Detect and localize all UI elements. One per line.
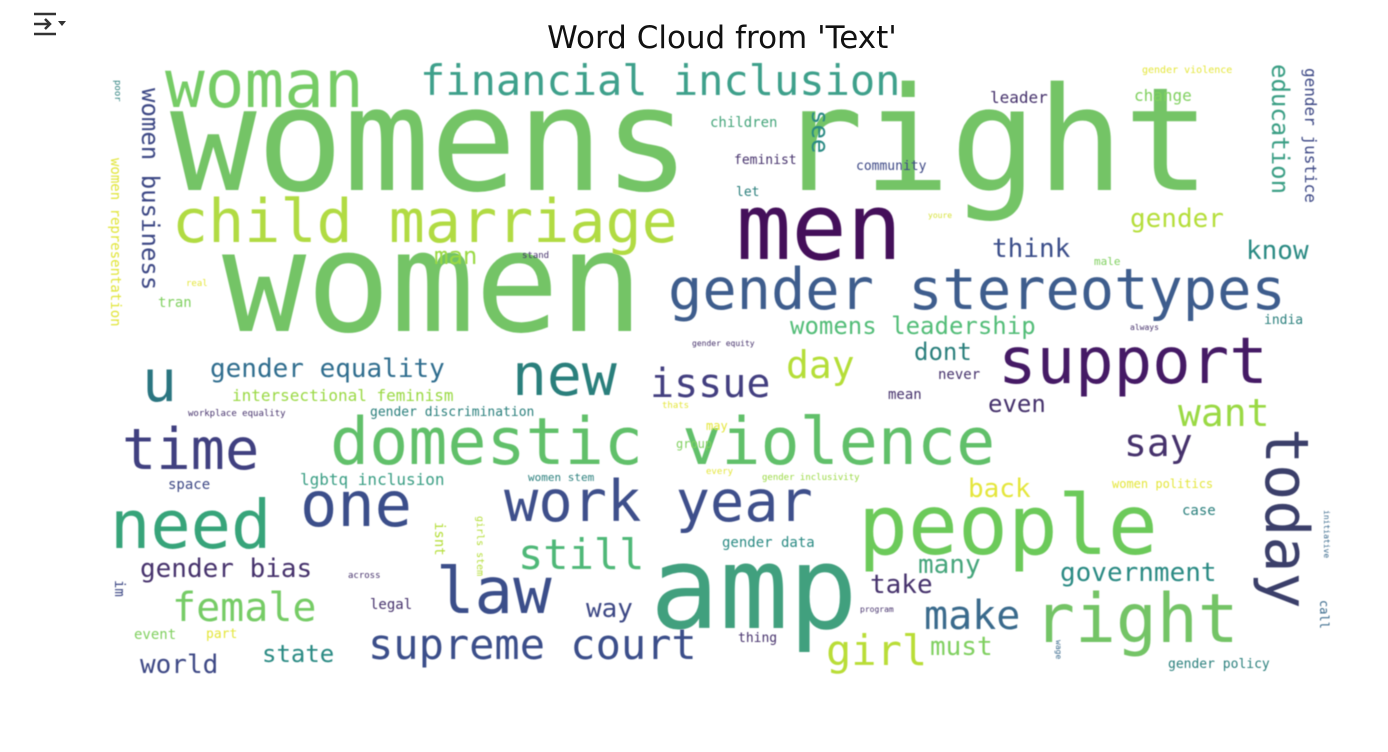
word-need: need xyxy=(110,486,272,564)
word-gender-violence: gender violence xyxy=(1142,65,1233,76)
word-support: support xyxy=(998,325,1268,399)
word-take: take xyxy=(870,570,933,600)
word-gender-data: gender data xyxy=(722,535,815,551)
word-change: change xyxy=(1134,86,1192,105)
word-program: program xyxy=(860,605,894,614)
word-work-year: work year xyxy=(504,469,813,535)
word-even: even xyxy=(988,390,1046,418)
word-financial-inclusion: financial inclusion xyxy=(420,56,901,105)
word-children: children xyxy=(710,115,778,131)
word-case: case xyxy=(1182,503,1216,519)
word-mean: mean xyxy=(888,387,922,403)
chart-title: Word Cloud from 'Text' xyxy=(547,20,897,56)
word-gender-bias: gender bias xyxy=(140,554,313,584)
word-domestic-violence: domestic violence xyxy=(330,405,996,480)
word-call: call xyxy=(1317,600,1331,629)
word-legal: legal xyxy=(370,597,413,613)
word-know: know xyxy=(1246,236,1309,266)
word-im: im xyxy=(111,580,127,597)
word-youre: youre xyxy=(928,211,953,220)
word-day: day xyxy=(786,343,855,387)
word-amp: amp xyxy=(650,522,858,656)
word-female: female xyxy=(172,585,317,631)
word-gender-inclusivity: gender inclusivity xyxy=(762,473,860,483)
word-supreme-court: supreme court xyxy=(368,620,697,669)
word-may: may xyxy=(706,419,728,433)
word-women: women xyxy=(222,202,644,365)
word-womens-right: womens right xyxy=(170,56,1211,224)
word-lgbtq-inclusion: lgbtq inclusion xyxy=(300,470,445,489)
word-thing: thing xyxy=(738,631,778,646)
word-real: real xyxy=(186,279,208,289)
word-tran: tran xyxy=(158,295,192,311)
word-leader: leader xyxy=(990,88,1048,107)
word-part: part xyxy=(206,627,238,642)
word-every: every xyxy=(706,467,734,477)
word-woman: woman xyxy=(165,46,364,123)
word-right: right xyxy=(1034,580,1239,659)
word-space: space xyxy=(168,477,211,493)
word-dont: dont xyxy=(914,338,972,366)
word-men: men xyxy=(736,174,903,281)
word-women-politics: women politics xyxy=(1112,477,1214,491)
word-india: india xyxy=(1264,313,1304,328)
word-think: think xyxy=(992,234,1071,264)
word-poor: poor xyxy=(112,80,122,102)
word-back: back xyxy=(968,474,1031,504)
word-new: new xyxy=(512,341,617,409)
word-must: must xyxy=(930,632,993,662)
word-want: want xyxy=(1178,391,1270,435)
word-gender-equality: gender equality xyxy=(210,354,445,384)
word-government: government xyxy=(1060,558,1217,588)
word-still: still xyxy=(518,530,645,579)
word-women-business: women business xyxy=(136,88,164,291)
word-women-stem: women stem xyxy=(528,471,595,484)
word-education: education xyxy=(1266,64,1294,195)
word-girl: girl xyxy=(826,626,928,675)
word-male: male xyxy=(1094,255,1121,268)
word-thats: thats xyxy=(662,401,690,411)
word-law: law xyxy=(436,555,552,629)
word-child-marriage: child marriage xyxy=(172,187,678,257)
word-one: one xyxy=(300,468,412,541)
word-community: community xyxy=(856,159,927,174)
word-womens-leadership: womens leadership xyxy=(790,312,1036,340)
word-issue: issue xyxy=(650,361,771,407)
output-collapse-icon[interactable] xyxy=(32,10,68,40)
word-gender-discrimination: gender discrimination xyxy=(370,405,535,420)
word-many: many xyxy=(918,550,981,580)
word-gender-justice: gender justice xyxy=(1301,68,1320,203)
word-feminist: feminist xyxy=(734,153,797,168)
word-way: way xyxy=(586,594,633,624)
word-workplace-equality: workplace equality xyxy=(188,409,286,419)
word-isnt: isnt xyxy=(431,522,447,556)
word-gender: gender xyxy=(1130,204,1224,234)
word-man: man xyxy=(434,242,478,270)
word-let: let xyxy=(736,185,760,200)
word-women-representation: women representation xyxy=(107,158,123,327)
word-gender-equity: gender equity xyxy=(692,339,755,348)
word-time: time xyxy=(122,417,260,483)
word-across: across xyxy=(348,571,381,581)
word-event: event xyxy=(134,627,177,643)
word-group: group xyxy=(676,437,713,451)
word-never: never xyxy=(938,367,981,383)
word-state: state xyxy=(262,640,335,668)
word-always: always xyxy=(1130,323,1159,332)
word-u: u xyxy=(142,347,177,415)
word-world: world xyxy=(140,650,219,680)
word-people: people xyxy=(858,477,1158,574)
word-today: today xyxy=(1251,428,1321,609)
word-see: see xyxy=(806,110,834,154)
word-make: make xyxy=(924,593,1021,639)
word-gender-stereotypes: gender stereotypes xyxy=(668,257,1286,323)
word-girls-stem: girls stem xyxy=(474,516,485,577)
word-wage: wage xyxy=(1054,640,1063,660)
word-gender-policy: gender policy xyxy=(1168,657,1270,672)
word-stand: stand xyxy=(522,251,550,261)
word-say: say xyxy=(1124,421,1193,465)
word-intersectional-feminism: intersectional feminism xyxy=(232,386,454,405)
word-initiative: initiative xyxy=(1322,510,1331,559)
